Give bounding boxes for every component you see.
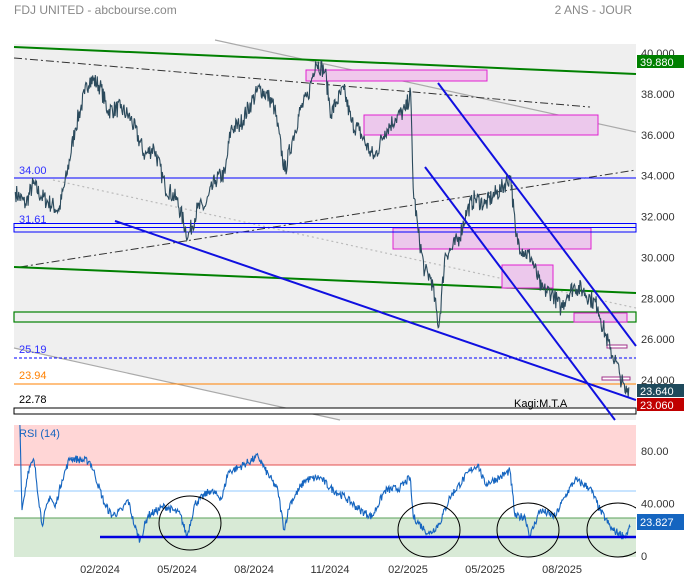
level-label: 22.78: [19, 394, 47, 406]
x-tick-label: 02/2024: [80, 564, 120, 576]
rsi-value-label: 23.827: [640, 517, 674, 529]
price-axis: 40.00038.00036.00034.00032.00030.00028.0…: [641, 48, 675, 387]
pink-zone: [606, 344, 628, 349]
price-badge-low: [637, 398, 684, 411]
rsi-axis-background: [636, 420, 684, 565]
pink-zone: [601, 376, 631, 381]
rsi-tick-label: 40.000: [641, 499, 675, 511]
price-line: [14, 60, 630, 398]
x-tick-label: 08/2025: [542, 564, 582, 576]
price-badge-last: [637, 384, 684, 397]
x-tick-label: 02/2025: [388, 564, 428, 576]
rsi-circle-marker: [158, 495, 222, 551]
kagi-annotation: Kagi:M.T.A: [514, 398, 568, 410]
rsi-circle-marker: [397, 502, 461, 558]
dashdot-support-line: [19, 169, 637, 268]
level-label: 31.61: [19, 214, 47, 226]
dashdot-resistance-line: [13, 57, 591, 108]
pink-zone: [363, 114, 599, 136]
price-badge-label: 39.880: [640, 57, 674, 69]
rsi-line: [19, 424, 631, 543]
period-label[interactable]: 2 ANS - JOUR: [554, 3, 632, 17]
rsi-overbought-zone: [14, 425, 636, 465]
x-axis: 02/2024 05/2024 08/2024 11/2024 02/2025 05/20…: [80, 564, 582, 576]
price-tick-label: 28.000: [641, 293, 675, 305]
price-badge-high: [637, 55, 684, 68]
rsi-axis: 80.00 40.000 0 23.827: [637, 446, 684, 563]
price-series: [14, 60, 630, 398]
price-badge-label: 23.640: [640, 386, 674, 398]
price-tick-label: 32.000: [641, 212, 675, 224]
price-tick-label: 36.000: [641, 130, 675, 142]
green-trendline-upper: [13, 46, 637, 75]
pink-zone: [305, 69, 488, 82]
pink-zones: [305, 69, 631, 381]
green-support-zone: [13, 311, 637, 323]
price-tick-label: 26.000: [641, 334, 675, 346]
x-tick-label: 05/2025: [465, 564, 505, 576]
rsi-value-badge: [637, 514, 684, 530]
level-zone-22-78: [13, 407, 637, 415]
rsi-tick-label: 80.00: [641, 446, 669, 458]
blue-support-trendline: [114, 220, 637, 401]
price-tick-label: 30.000: [641, 252, 675, 264]
level-label: 34.00: [19, 165, 47, 177]
price-badge-label: 23.060: [640, 400, 674, 412]
blue-channel-upper-line: [437, 82, 637, 347]
x-tick-label: 08/2024: [234, 564, 274, 576]
green-trendline-lower: [13, 266, 637, 294]
x-tick-label: 11/2024: [311, 564, 350, 576]
rsi-series: [19, 424, 631, 543]
x-tick-label: 05/2024: [157, 564, 197, 576]
blue-channel-lower-line: [424, 166, 616, 421]
rsi-circle-marker: [496, 502, 560, 558]
level-label: 25.19: [19, 344, 47, 356]
rsi-tick-label: 0: [641, 551, 647, 563]
chart-title: FDJ UNITED - abcbourse.com: [14, 3, 177, 17]
price-badges: 39.880 23.640 23.060: [637, 55, 684, 412]
rsi-title: RSI (14): [19, 428, 60, 440]
price-tick-label: 34.000: [641, 171, 675, 183]
level-label: 23.94: [19, 370, 47, 382]
price-tick-label: 38.000: [641, 89, 675, 101]
